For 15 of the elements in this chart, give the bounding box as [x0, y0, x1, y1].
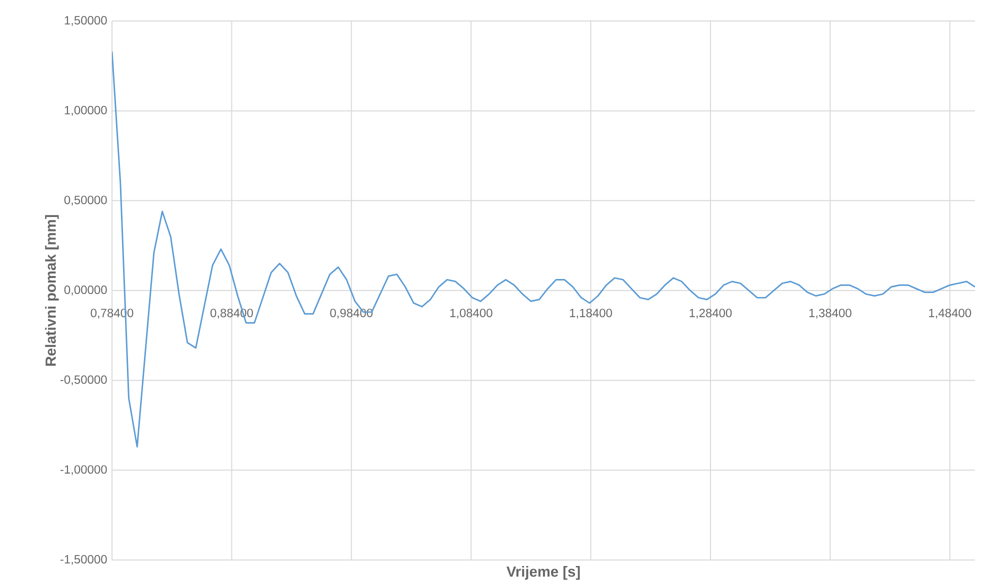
x-tick-label: 0,98400	[330, 308, 373, 319]
x-tick-label: 1,18400	[570, 308, 612, 319]
y-tick-label: 1,50000	[64, 16, 107, 26]
y-axis-title: Relativni pomak [mm]	[45, 215, 59, 366]
x-axis-title: Vrijeme [s]	[506, 566, 580, 580]
x-tick-label: 1,08400	[450, 308, 492, 319]
y-tick-label: -1,00000	[60, 465, 107, 476]
y-tick-label: 0,50000	[64, 196, 107, 206]
x-tick-label: 1,38400	[809, 308, 852, 319]
y-tick-label: 1,00000	[64, 106, 107, 116]
x-tick-label: 1,48400	[929, 308, 972, 319]
x-tick-label: 1,28400	[690, 308, 732, 319]
y-tick-label: 0,00000	[64, 286, 107, 296]
y-tick-label: -1,50000	[60, 555, 107, 565]
y-tick-label: -0,50000	[60, 375, 107, 386]
